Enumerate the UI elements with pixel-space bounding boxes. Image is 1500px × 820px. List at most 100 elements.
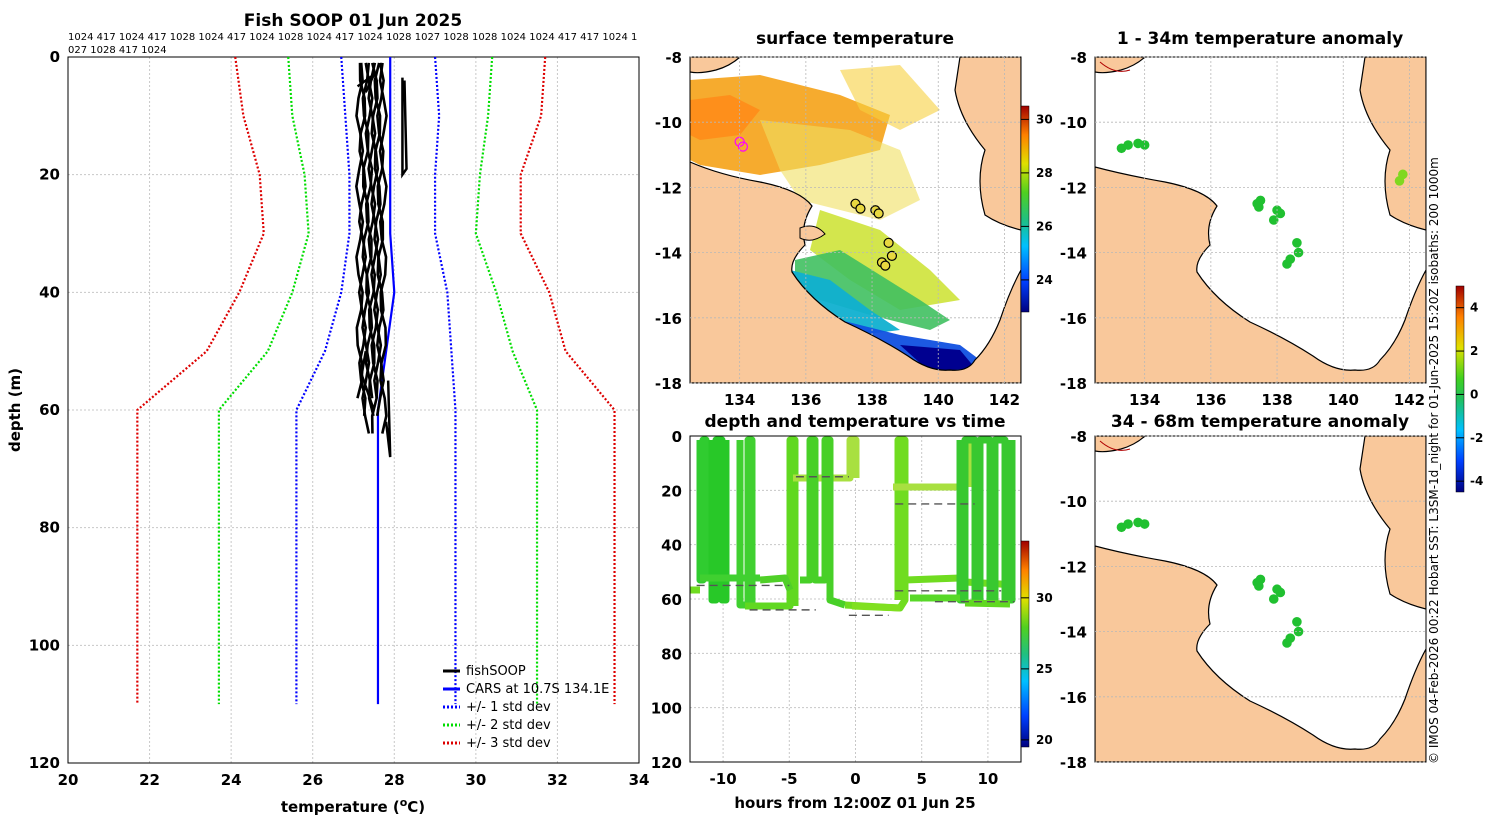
- anomaly-colorbar-label: 2: [1470, 344, 1478, 358]
- profile-x-tick: 30: [465, 771, 486, 789]
- profile-tick-labels: 20 22 24 26 28 30 32 34 0 20 40 60 80 100 120: [29, 48, 650, 789]
- anomaly-2-land-cape-york: [1359, 436, 1426, 610]
- anomaly-2-point: [1123, 519, 1133, 529]
- anomaly-colorbar-label: -2: [1470, 431, 1483, 445]
- sst-land-south: [690, 161, 1021, 383]
- time-y-tick: 0: [672, 428, 682, 446]
- map-y-tick: -18: [1060, 375, 1087, 393]
- time-y-tick: 20: [661, 482, 682, 500]
- profile-grid: [67, 56, 640, 764]
- anomaly-1-grid: [1095, 56, 1426, 384]
- map-x-tick: 138: [1261, 391, 1292, 409]
- sst-colorbar: [1020, 105, 1030, 313]
- map-y-tick: -10: [1060, 114, 1087, 132]
- anomaly-2-point: [1292, 617, 1302, 627]
- map-y-tick: -18: [1060, 754, 1087, 772]
- time-x-tick: -10: [710, 770, 737, 788]
- profile-y-tick: 100: [29, 636, 60, 654]
- time-y-tick: 100: [651, 700, 682, 718]
- profile-legend-label: +/- 3 std dev: [466, 736, 551, 751]
- map-y-tick: -18: [655, 375, 682, 393]
- profile-x-tick: 24: [221, 771, 242, 789]
- anomaly-2-point: [1282, 638, 1292, 648]
- map-y-tick: -12: [1060, 558, 1087, 576]
- time-colorbar-label: 25: [1036, 662, 1053, 676]
- anomaly-2-point: [1139, 519, 1150, 529]
- sst-panel: surface temperature 134 136 138 140 142 -8 -10…: [655, 29, 1053, 409]
- profile-legend-label: fishSOOP: [466, 664, 526, 679]
- sst-tick-labels: 134 136 138 140 142 -8 -10 -12 -14 -16 -18: [655, 49, 1020, 409]
- anomaly-1-point: [1123, 140, 1133, 150]
- map-y-tick: -12: [1060, 179, 1087, 197]
- sst-obs-point: [880, 260, 891, 271]
- anomaly-colorbar-labels: 4 2 0 -2 -4: [1456, 301, 1483, 488]
- profile-fishsoop-cast: [378, 62, 388, 434]
- sst-colorbar-label: 24: [1036, 273, 1053, 287]
- profile-title: Fish SOOP 01 Jun 2025: [244, 11, 462, 31]
- sst-obs-point: [855, 203, 866, 214]
- anomaly-2-point: [1275, 587, 1286, 598]
- profile-y-tick: 20: [39, 166, 60, 184]
- map-x-tick: 136: [1195, 391, 1226, 409]
- sst-colorbar-labels: 24 26 28 30: [1021, 112, 1053, 287]
- time-y-tick: 120: [651, 754, 682, 772]
- anomaly-1-points: [1116, 138, 1408, 269]
- time-x-tick: 0: [850, 770, 860, 788]
- sst-obs-point: [883, 237, 894, 248]
- profile-fishsoop-cast: [356, 70, 378, 93]
- time-y-tick: 40: [661, 537, 682, 555]
- anomaly-1-point: [1293, 247, 1304, 258]
- time-trace-cluster-1: [696, 436, 710, 584]
- anomaly-1-point: [1282, 259, 1292, 269]
- map-x-tick: 142: [989, 391, 1020, 409]
- sst-obs-point: [873, 208, 884, 219]
- profile-series-line: [217, 56, 310, 705]
- map-x-tick: 134: [1129, 391, 1160, 409]
- sst-colorbar-label: 26: [1036, 219, 1053, 233]
- anomaly-1-panel: 1 - 34m temperature anomaly 134 136 138 140…: [1060, 29, 1483, 493]
- profile-fishsoop-cast: [384, 380, 392, 458]
- anomaly-1-point: [1268, 215, 1279, 225]
- map-y-tick: -14: [1060, 245, 1087, 263]
- profile-y-tick: 120: [29, 754, 60, 772]
- profile-header-ids-line1: 1024 417 1024 417 1028 1024 417 1024 102…: [68, 32, 637, 43]
- map-y-tick: -16: [1060, 310, 1087, 328]
- sst-observation-points: [734, 136, 898, 271]
- map-y-tick: -8: [1070, 428, 1087, 446]
- time-panel: depth and temperature vs time: [651, 412, 1053, 812]
- map-y-tick: -16: [1060, 689, 1087, 707]
- profile-series-line: [376, 57, 396, 705]
- time-x-tick: -5: [781, 770, 798, 788]
- time-colorbar: [1020, 540, 1030, 748]
- profile-series-line: [433, 56, 457, 705]
- anomaly-1-title: 1 - 34m temperature anomaly: [1117, 29, 1403, 49]
- profile-legend-label: +/- 1 std dev: [466, 700, 551, 715]
- profile-legend-label: +/- 2 std dev: [466, 718, 551, 733]
- profile-legend-label: CARS at 10.7S 134.1E: [466, 682, 609, 697]
- anomaly-1-point: [1275, 208, 1286, 219]
- anomaly-colorbar-label: -4: [1470, 474, 1483, 488]
- map-y-tick: -10: [1060, 493, 1087, 511]
- anomaly-1-point: [1292, 238, 1302, 248]
- profile-x-tick: 26: [302, 771, 323, 789]
- side-caption: © IMOS 04-Feb-2026 00:22 Hobart SST: L3S…: [1427, 157, 1441, 764]
- time-colorbar-labels: 30 25 20: [1021, 591, 1053, 747]
- profile-y-tick: 60: [39, 401, 60, 419]
- time-dashed-bottoms: [696, 476, 1015, 616]
- time-y-tick: 80: [661, 645, 682, 663]
- profile-series-line: [295, 56, 351, 705]
- profile-series-line: [519, 56, 616, 705]
- anomaly-2-point: [1293, 626, 1304, 637]
- anomaly-colorbar-label: 4: [1470, 301, 1478, 315]
- time-colorbar-label: 30: [1036, 591, 1053, 605]
- anomaly-2-points: [1116, 517, 1304, 648]
- anomaly-colorbar: [1455, 285, 1465, 493]
- sst-grid: [690, 56, 1021, 384]
- map-x-tick: 134: [724, 391, 755, 409]
- time-colorbar-label: 20: [1036, 733, 1053, 747]
- anomaly-1-point: [1254, 202, 1264, 212]
- anomaly-1-land-south: [1095, 166, 1426, 383]
- profile-y-tick: 80: [39, 519, 60, 537]
- profile-header-ids-line2: 027 1028 417 1024: [68, 45, 167, 56]
- profile-series: [136, 56, 616, 705]
